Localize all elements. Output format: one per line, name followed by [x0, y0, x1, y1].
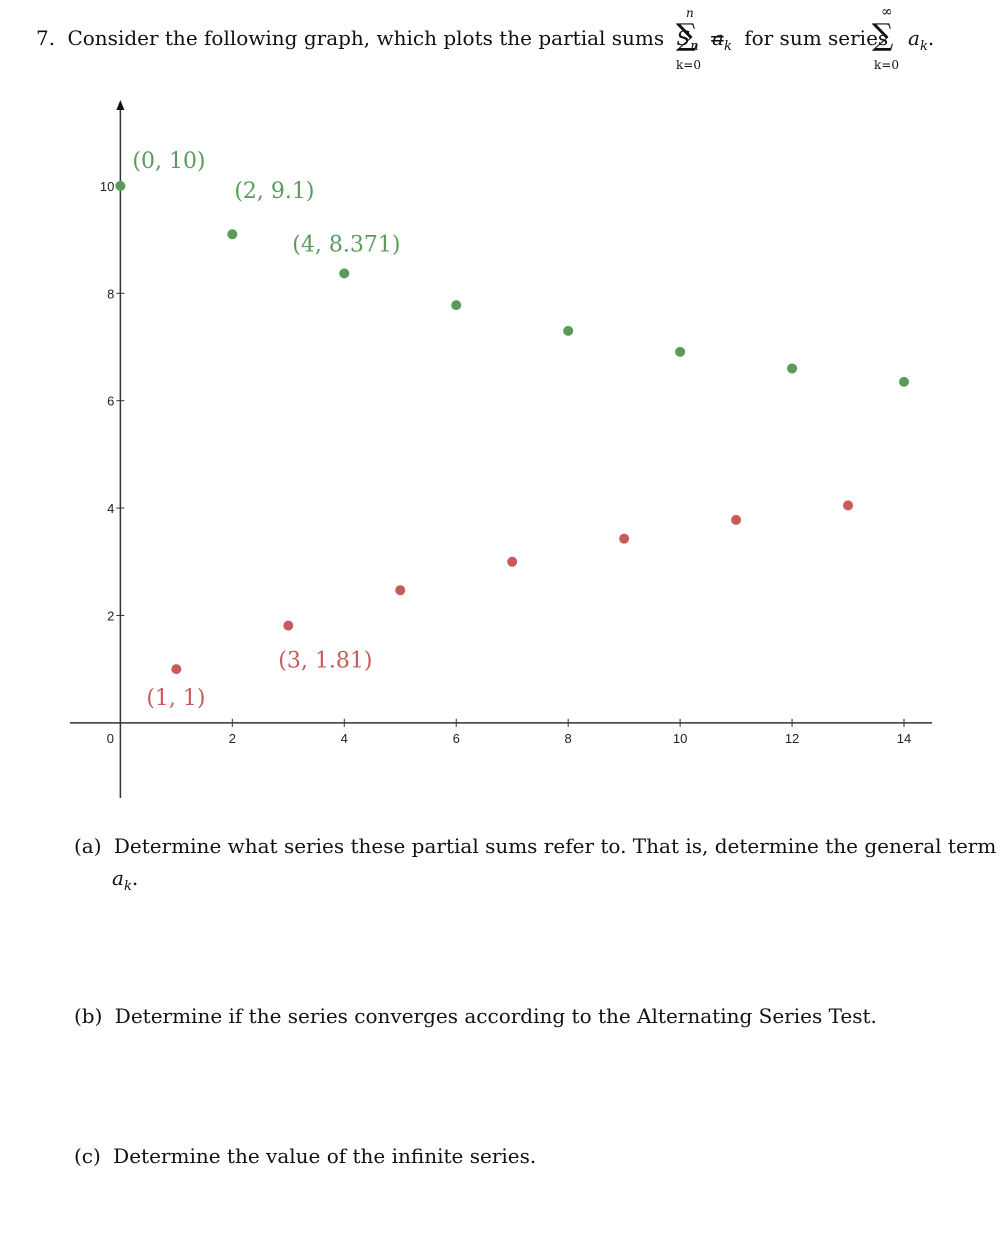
y-tick-label: 6: [107, 394, 114, 409]
data-point: [787, 363, 798, 374]
data-point: [507, 556, 518, 567]
data-point: [451, 300, 462, 311]
question-line: 7. Consider the following graph, which p…: [36, 28, 726, 53]
term1-subscript: k: [723, 39, 732, 54]
part-a-text: Determine what series these partial sums…: [113, 834, 997, 858]
data-point: [171, 664, 182, 675]
sum2-upper-limit: ∞: [881, 4, 893, 20]
sum1-upper-limit: n: [686, 6, 694, 20]
data-points: [115, 180, 910, 675]
sum1-lower-limit: k=0: [676, 58, 701, 72]
part-c-text: Determine the value of the infinite seri…: [113, 1144, 537, 1168]
axes: [70, 100, 932, 798]
part-a-end: .: [131, 866, 139, 890]
question-text: Consider the following graph, which plot…: [67, 26, 665, 50]
partial-sum-symbol: Sn: [676, 26, 699, 53]
term1-letter: a: [712, 26, 724, 50]
data-point: [115, 180, 126, 191]
point-annotations: (0, 10) (2, 9.1) (4, 8.371) (1, 1) (3, 1.81): [132, 149, 400, 711]
data-point: [227, 229, 238, 240]
part-a: (a) Determine what series these partial …: [74, 834, 996, 858]
partial-sums-chart: 0 2 4 6 8 10 12 14 2 4 6 8 10 (0, 10) (2, 9.1) (4, 8.3…: [70, 100, 932, 798]
point-annotation: (0, 10): [132, 149, 205, 174]
y-tick-label: 2: [107, 608, 114, 623]
point-annotation: (1, 1): [146, 686, 205, 711]
x-tick-label: 14: [897, 731, 911, 746]
y-tick-label: 8: [107, 286, 114, 301]
x-tick-label: 8: [565, 731, 572, 746]
x-tick-label: 6: [453, 731, 460, 746]
part-a-term: ak.: [112, 866, 138, 894]
data-point: [339, 268, 350, 279]
sn-letter: S: [676, 26, 691, 50]
part-c-label: (c): [74, 1144, 101, 1168]
sum2-lower-limit: k=0: [874, 58, 899, 72]
part-c: (c) Determine the value of the infinite …: [74, 1144, 536, 1168]
x-tick-label: 0: [107, 731, 114, 746]
part-b-text: Determine if the series converges accord…: [114, 1004, 877, 1028]
y-tick-label: 4: [107, 501, 114, 516]
data-point: [395, 585, 406, 596]
part-a-label: (a): [74, 834, 102, 858]
part-a-term-letter: a: [112, 866, 124, 890]
end-punctuation: .: [927, 26, 935, 50]
part-b-label: (b): [74, 1004, 103, 1028]
sigma-icon: ∑: [676, 18, 698, 53]
ticks: 0 2 4 6 8 10 12 14 2 4 6 8 10: [100, 179, 911, 746]
x-tick-label: 10: [673, 731, 687, 746]
part-b: (b) Determine if the series converges ac…: [74, 1004, 877, 1028]
term2-subscript: k: [919, 39, 928, 54]
mid-text: for sum series: [744, 26, 889, 50]
y-axis-arrow-icon: [116, 100, 125, 110]
data-point: [899, 376, 910, 387]
question-number: 7.: [36, 26, 56, 50]
x-tick-label: 4: [341, 731, 348, 746]
part-a-term-subscript: k: [123, 879, 132, 894]
data-point: [843, 500, 854, 511]
point-annotation: (3, 1.81): [278, 649, 372, 674]
x-tick-label: 2: [229, 731, 236, 746]
y-tick-label: 10: [100, 179, 114, 194]
equals-sign: =: [708, 26, 726, 50]
data-point: [563, 325, 574, 336]
point-annotation: (4, 8.371): [292, 232, 400, 257]
data-point: [675, 346, 686, 357]
x-tick-label: 12: [785, 731, 799, 746]
point-annotation: (2, 9.1): [234, 179, 314, 204]
data-point: [283, 620, 294, 631]
term2-letter: a: [908, 26, 920, 50]
sum2-term: ak.: [908, 28, 934, 53]
sn-subscript: n: [690, 39, 699, 54]
data-point: [731, 514, 742, 525]
data-point: [619, 533, 630, 544]
sum1-term: ak for sum series: [712, 28, 888, 53]
sigma-icon-2: ∑: [872, 18, 894, 53]
